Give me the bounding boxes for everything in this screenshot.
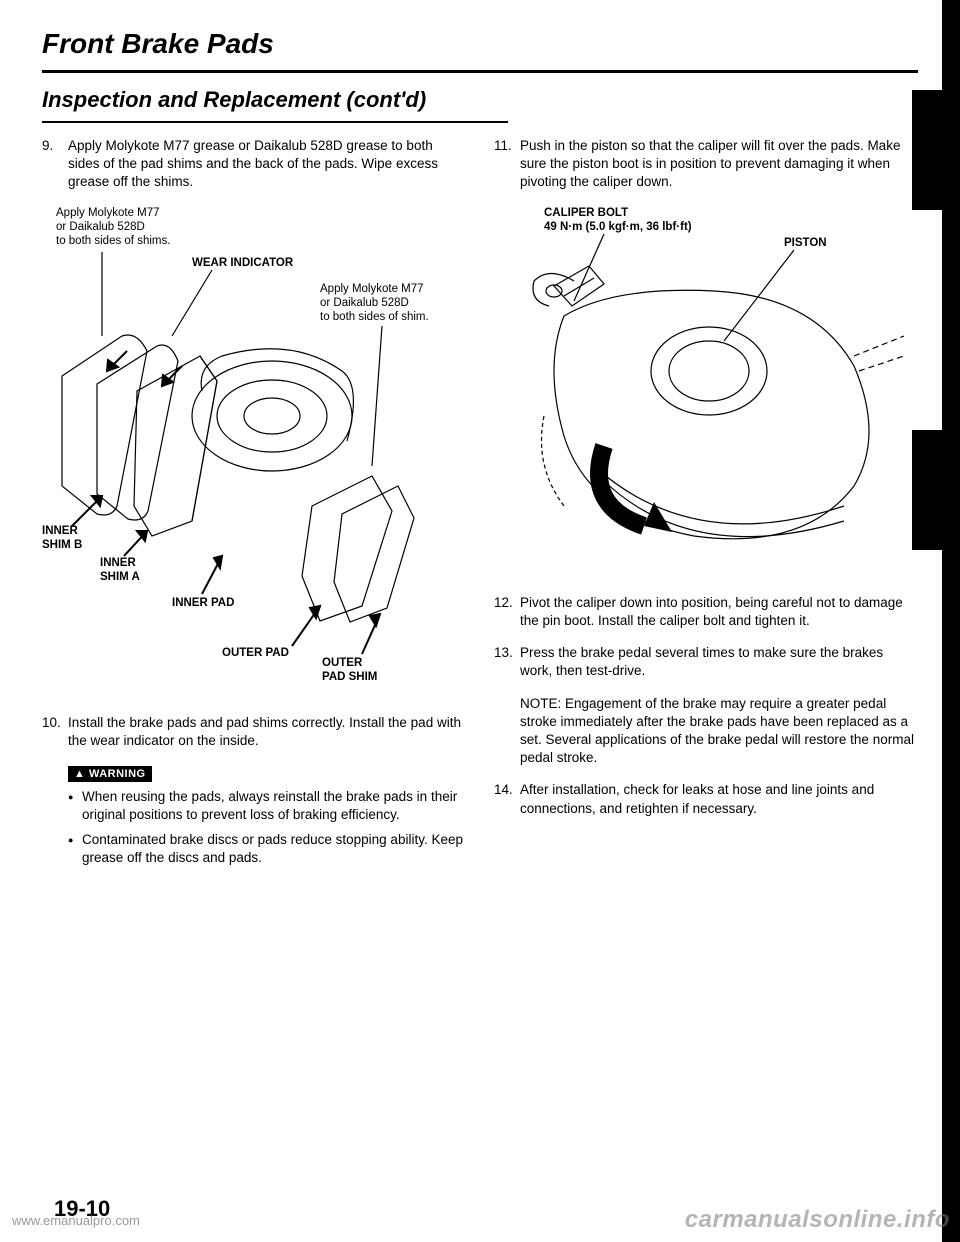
pad-shim-diagram-svg xyxy=(42,206,452,696)
watermark-site: carmanualsonline.info xyxy=(685,1206,950,1234)
step-9: 9. Apply Molykote M77 grease or Daikalub… xyxy=(42,137,466,192)
step-number: 13. xyxy=(494,644,520,680)
callout-outer-shim: OUTER PAD SHIM xyxy=(322,656,377,685)
step-11: 11. Push in the piston so that the calip… xyxy=(494,137,918,192)
binder-edge xyxy=(942,0,960,1242)
callout-outer-pad: OUTER PAD xyxy=(222,646,289,660)
step-text: After installation, check for leaks at h… xyxy=(520,781,918,817)
warning-block: WARNING When reusing the pads, always re… xyxy=(68,764,466,867)
step-12: 12. Pivot the caliper down into position… xyxy=(494,594,918,630)
right-column: 11. Push in the piston so that the calip… xyxy=(494,137,918,873)
callout-grease-right: Apply Molykote M77 or Daikalub 528D to b… xyxy=(320,282,429,325)
step-10: 10. Install the brake pads and pad shims… xyxy=(42,714,466,750)
caliper-diagram-svg xyxy=(494,206,904,576)
warning-bullet: When reusing the pads, always reinstall … xyxy=(82,788,466,824)
step-number: 12. xyxy=(494,594,520,630)
step-text: Pivot the caliper down into position, be… xyxy=(520,594,918,630)
callout-piston: PISTON xyxy=(784,236,827,250)
watermark-source: www.emanualpro.com xyxy=(12,1213,140,1228)
step-13: 13. Press the brake pedal several times … xyxy=(494,644,918,680)
figure-pad-shims: Apply Molykote M77 or Daikalub 528D to b… xyxy=(42,206,466,696)
step-number: 10. xyxy=(42,714,68,750)
left-column: 9. Apply Molykote M77 grease or Daikalub… xyxy=(42,137,466,873)
warning-bullet: Contaminated brake discs or pads reduce … xyxy=(82,831,466,867)
step-text: Push in the piston so that the caliper w… xyxy=(520,137,918,192)
manual-page: Front Brake Pads Inspection and Replacem… xyxy=(42,28,918,1188)
callout-grease-left: Apply Molykote M77 or Daikalub 528D to b… xyxy=(56,206,170,249)
step-number: 14. xyxy=(494,781,520,817)
step-14: 14. After installation, check for leaks … xyxy=(494,781,918,817)
step-text: Press the brake pedal several times to m… xyxy=(520,644,918,680)
step-text: Apply Molykote M77 grease or Daikalub 52… xyxy=(68,137,466,192)
step-number: 11. xyxy=(494,137,520,192)
two-column-layout: 9. Apply Molykote M77 grease or Daikalub… xyxy=(42,137,918,873)
step-number: 9. xyxy=(42,137,68,192)
callout-torque: 49 N·m (5.0 kgf·m, 36 lbf·ft) xyxy=(544,220,692,234)
callout-inner-pad: INNER PAD xyxy=(172,596,234,610)
callout-caliper-bolt: CALIPER BOLT xyxy=(544,206,628,220)
warning-icon: WARNING xyxy=(68,766,152,782)
figure-caliper: CALIPER BOLT 49 N·m (5.0 kgf·m, 36 lbf·f… xyxy=(494,206,918,576)
note-paragraph: NOTE: Engagement of the brake may requir… xyxy=(520,695,918,768)
callout-inner-shim-a: INNER SHIM A xyxy=(100,556,140,585)
section-title: Inspection and Replacement (cont'd) xyxy=(42,87,508,123)
page-title: Front Brake Pads xyxy=(42,28,918,73)
warning-bullets: When reusing the pads, always reinstall … xyxy=(68,788,466,867)
step-text: Install the brake pads and pad shims cor… xyxy=(68,714,466,750)
callout-inner-shim-b: INNER SHIM B xyxy=(42,524,82,553)
callout-wear-indicator: WEAR INDICATOR xyxy=(192,256,293,270)
